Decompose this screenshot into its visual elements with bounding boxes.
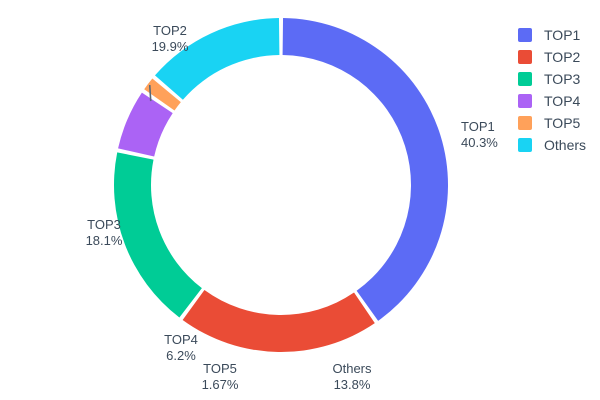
donut-slice-top4[interactable] xyxy=(118,92,173,157)
donut-slice-top1[interactable] xyxy=(282,18,449,321)
legend-swatch-top4[interactable] xyxy=(518,94,532,108)
slice-label-top2: TOP2 19.9% xyxy=(152,23,189,54)
slice-labels: TOP1 40.3% TOP2 19.9% TOP3 18.1% TOP4 6.2%TOP5 1… xyxy=(86,23,499,392)
slice-leader-lines xyxy=(148,84,152,102)
legend-label-top3[interactable]: TOP3 xyxy=(544,71,581,87)
legend-swatch-top3[interactable] xyxy=(518,72,532,86)
legend-label-top5[interactable]: TOP5 xyxy=(544,115,581,131)
legend-label-top1[interactable]: TOP1 xyxy=(544,27,581,43)
slice-label-top4: TOP4 6.2% xyxy=(164,332,198,363)
legend-label-top2[interactable]: TOP2 xyxy=(544,49,581,65)
chart-legend[interactable]: TOP1 TOP2 TOP3 TOP4 TOP5 Others xyxy=(518,27,586,153)
slice-label-others: Others 13.8% xyxy=(332,361,372,392)
leader-line-top5 xyxy=(148,84,152,102)
donut-slice-top5[interactable] xyxy=(144,78,181,111)
slice-label-top5: TOP5 1.67% xyxy=(202,361,239,392)
legend-swatch-top5[interactable] xyxy=(518,116,532,130)
donut-slice-others[interactable] xyxy=(154,18,280,100)
legend-label-top4[interactable]: TOP4 xyxy=(544,93,581,109)
legend-swatch-top2[interactable] xyxy=(518,50,532,64)
slice-label-top3: TOP3 18.1% xyxy=(86,217,123,248)
legend-label-others[interactable]: Others xyxy=(544,137,586,153)
legend-swatch-top1[interactable] xyxy=(518,28,532,42)
legend-swatch-others[interactable] xyxy=(518,138,532,152)
donut-slices xyxy=(113,18,449,353)
slice-label-top1: TOP1 40.3% xyxy=(461,119,498,150)
donut-slice-top3[interactable] xyxy=(113,152,202,318)
donut-slice-top2[interactable] xyxy=(182,290,375,353)
